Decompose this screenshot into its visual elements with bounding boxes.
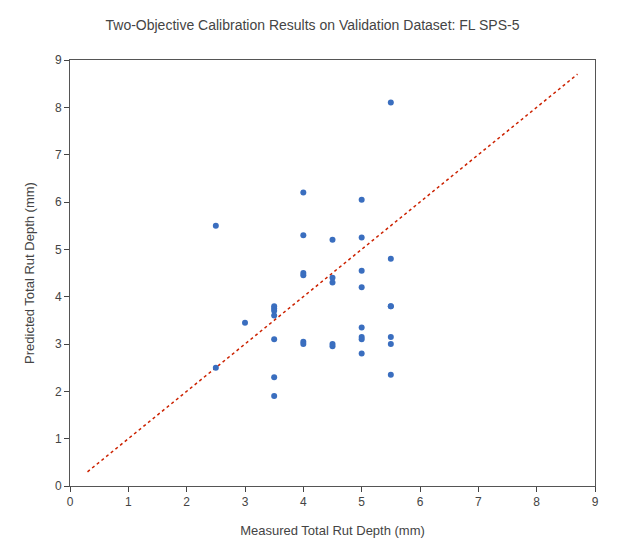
svg-text:5: 5 <box>55 243 62 257</box>
svg-text:0: 0 <box>55 479 62 493</box>
svg-text:8: 8 <box>533 495 540 509</box>
svg-text:4: 4 <box>300 495 307 509</box>
svg-text:4: 4 <box>55 290 62 304</box>
svg-text:9: 9 <box>592 495 599 509</box>
svg-text:1: 1 <box>125 495 132 509</box>
svg-text:6: 6 <box>55 195 62 209</box>
svg-text:2: 2 <box>55 385 62 399</box>
svg-text:Measured Total Rut Depth (mm): Measured Total Rut Depth (mm) <box>240 523 425 538</box>
svg-text:2: 2 <box>183 495 190 509</box>
svg-text:Two-Objective Calibration Resu: Two-Objective Calibration Results on Val… <box>106 17 520 33</box>
svg-text:8: 8 <box>55 101 62 115</box>
svg-text:7: 7 <box>475 495 482 509</box>
svg-text:7: 7 <box>55 148 62 162</box>
svg-text:3: 3 <box>242 495 249 509</box>
svg-text:1: 1 <box>55 432 62 446</box>
svg-text:9: 9 <box>55 53 62 67</box>
svg-text:5: 5 <box>358 495 365 509</box>
svg-text:Predicted Total Rut Depth (mm): Predicted Total Rut Depth (mm) <box>22 182 37 364</box>
svg-text:0: 0 <box>67 495 74 509</box>
svg-text:6: 6 <box>417 495 424 509</box>
svg-text:3: 3 <box>55 337 62 351</box>
